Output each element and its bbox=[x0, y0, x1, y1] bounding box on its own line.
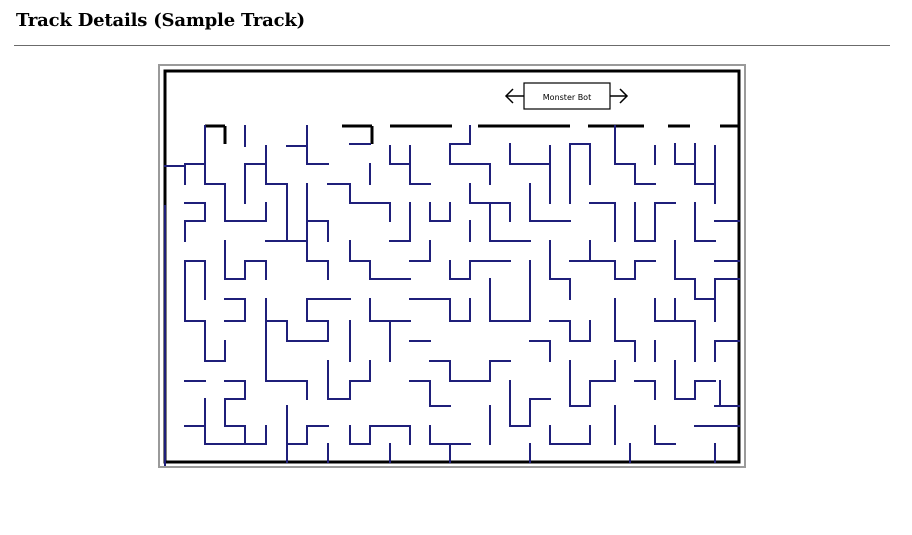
right-arrow-icon bbox=[610, 88, 629, 104]
track-map: Monster Bot bbox=[163, 69, 741, 466]
monster-bot: Monster Bot bbox=[504, 82, 629, 110]
monster-bot-label: Monster Bot bbox=[543, 93, 591, 102]
title-divider bbox=[14, 45, 890, 46]
track-image: Monster Bot bbox=[158, 64, 746, 468]
left-arrow-icon bbox=[504, 88, 524, 104]
maze-walls bbox=[164, 125, 740, 466]
arena-border bbox=[163, 69, 741, 464]
maze-start-wall bbox=[205, 124, 739, 144]
page-title: Track Details (Sample Track) bbox=[16, 10, 305, 31]
